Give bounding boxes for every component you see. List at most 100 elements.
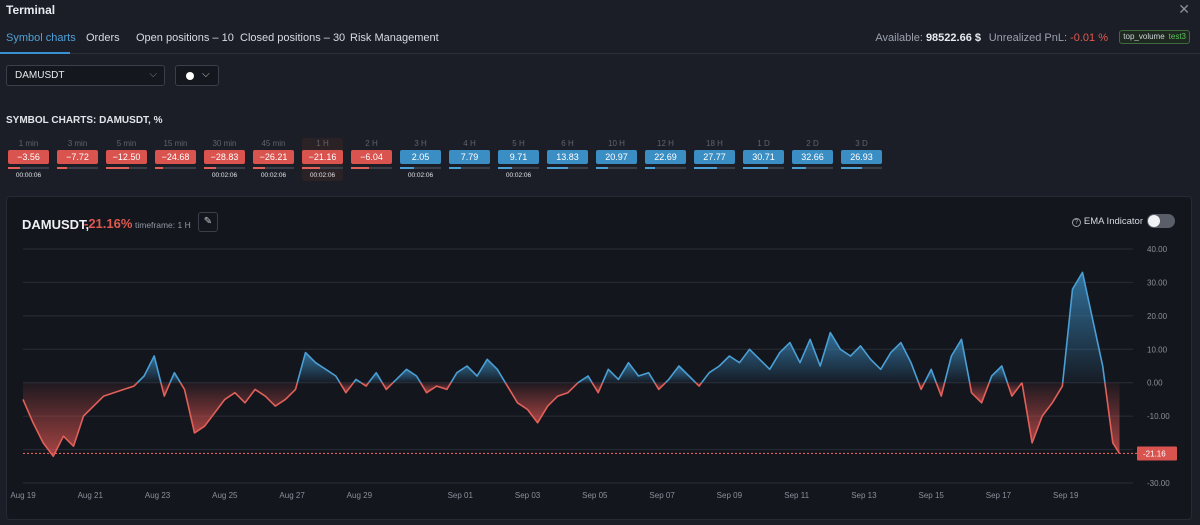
- ema-toggle[interactable]: [1147, 214, 1175, 228]
- chevron-down-icon: ⌵: [149, 69, 157, 80]
- strategy-badge[interactable]: top_volume test3: [1119, 30, 1190, 44]
- x-tick-label: Sep 11: [784, 491, 809, 500]
- ema-label: EMA Indicator: [1083, 216, 1143, 227]
- positive-line: [601, 361, 656, 384]
- timeframe-value: 9.71: [498, 150, 539, 164]
- negative-line: [695, 382, 703, 387]
- timeframe-progress: [694, 167, 735, 169]
- color-picker-button[interactable]: ⌵: [175, 65, 219, 86]
- timeframe-item[interactable]: 18 H 27.77: [694, 138, 735, 181]
- timeframe-progress-fill: [694, 167, 717, 169]
- timeframe-progress-fill: [547, 167, 568, 169]
- timeframe-item[interactable]: 30 min −28.83 00:02:06: [204, 138, 245, 181]
- timeframe-item[interactable]: 3 min −7.72: [57, 138, 98, 181]
- timeframe-progress: [792, 167, 833, 169]
- timeframe-timer: [106, 171, 147, 181]
- available-label: Available:: [875, 32, 923, 44]
- positive-line: [169, 371, 182, 384]
- timeframe-item[interactable]: 3 H 2.05 00:02:06: [400, 138, 441, 181]
- timeframe-item[interactable]: 12 H 22.69: [645, 138, 686, 181]
- positive-area: [450, 359, 506, 383]
- timeframe-value: −12.50: [106, 150, 147, 164]
- close-icon[interactable]: ✕: [1178, 1, 1190, 17]
- help-icon[interactable]: ?: [1071, 218, 1081, 227]
- timeframe-item[interactable]: 10 H 20.97: [596, 138, 637, 181]
- timeframe-item[interactable]: 6 H 13.83: [547, 138, 588, 181]
- timeframe-item[interactable]: 15 min −24.68: [155, 138, 196, 181]
- y-tick-label: 30.00: [1147, 278, 1168, 287]
- timeframe-progress-fill: [645, 167, 656, 169]
- positive-line: [367, 371, 383, 384]
- symbol-select[interactable]: DAMUSDT ⌵: [6, 65, 165, 86]
- tab-risk-management[interactable]: Risk Management: [350, 32, 439, 44]
- x-tick-label: Sep 07: [649, 491, 675, 500]
- pin-icon[interactable]: ✎: [198, 212, 218, 232]
- timeframe-value: 30.71: [743, 150, 784, 164]
- tab-open-positions[interactable]: Open positions – 10: [136, 32, 234, 44]
- x-tick-label: Aug 27: [279, 491, 305, 500]
- timeframe-progress: [204, 167, 245, 169]
- symbol-select-value: DAMUSDT: [15, 70, 65, 81]
- timeframe-progress: [351, 167, 392, 169]
- timeframe-progress: [400, 167, 441, 169]
- timeframe-timer: [449, 171, 490, 181]
- timeframe-timer: 00:02:06: [309, 172, 336, 179]
- positive-line: [1061, 271, 1106, 383]
- window-titlebar: Terminal ✕: [0, 0, 1200, 22]
- timeframe-timer: [743, 171, 784, 181]
- timeframe-timer: [57, 171, 98, 181]
- timeframe-item[interactable]: 5 min −12.50: [106, 138, 147, 181]
- x-tick-label: Sep 17: [986, 491, 1012, 500]
- timeframe-item[interactable]: 5 H 9.71 00:02:06: [498, 138, 539, 181]
- timeframe-progress-fill: [841, 167, 862, 169]
- timeframe-item[interactable]: 1 min −3.56 00:00:06: [8, 138, 49, 181]
- timeframe-item[interactable]: 3 D 26.93: [841, 138, 882, 181]
- timeframe-progress: [645, 167, 686, 169]
- timeframe-label: 5 min: [116, 139, 137, 148]
- timeframe-timer: [694, 171, 735, 181]
- timeframe-item[interactable]: 1 D 30.71: [743, 138, 784, 181]
- timeframe-label: 4 H: [463, 139, 476, 148]
- y-tick-label: 20.00: [1147, 312, 1168, 321]
- timeframe-timer: [596, 171, 637, 181]
- timeframe-timer: 00:00:06: [15, 172, 42, 179]
- badge-text: top_volume: [1123, 32, 1165, 41]
- pnl-value: -0.01 %: [1070, 32, 1108, 44]
- timeframe-item[interactable]: 1 H −21.16 00:02:06: [302, 138, 343, 181]
- tab-closed-positions[interactable]: Closed positions – 30: [240, 32, 346, 44]
- timeframe-item[interactable]: 2 D 32.66: [792, 138, 833, 181]
- timeframe-progress-fill: [792, 167, 807, 169]
- x-tick-label: Aug 29: [347, 491, 373, 500]
- timeframe-timer: 00:02:06: [505, 172, 532, 179]
- timeframe-timer: [351, 171, 392, 181]
- available-value: 98522.66 $: [925, 32, 981, 44]
- timeframe-item[interactable]: 2 H −6.04: [351, 138, 392, 181]
- negative-area: [969, 382, 990, 403]
- timeframe-progress: [253, 167, 294, 169]
- timeframe-label: 6 H: [561, 139, 574, 148]
- y-tick-label: -10.00: [1147, 412, 1170, 421]
- positive-line: [664, 365, 697, 384]
- tab-orders[interactable]: Orders: [86, 32, 120, 44]
- negative-line: [1104, 382, 1121, 454]
- timeframe-progress: [743, 167, 784, 169]
- timeframe-strip: 1 min −3.56 00:00:06 3 min −7.72 5 min −12.50 1…: [0, 138, 1200, 188]
- negative-line: [179, 382, 299, 434]
- timeframe-progress: [155, 167, 196, 169]
- timeframe-label: 2 H: [365, 139, 378, 148]
- ema-indicator: ? EMA Indicator: [1071, 216, 1143, 227]
- pnl-label: Unrealized PnL:: [988, 32, 1068, 44]
- timeframe-item[interactable]: 45 min −26.21 00:02:06: [253, 138, 294, 181]
- timeframe-progress-fill: [400, 167, 415, 169]
- timeframe-timer: [155, 171, 196, 181]
- positive-area: [170, 372, 181, 383]
- section-title: SYMBOL CHARTS: DAMUSDT, %: [6, 115, 163, 126]
- positive-line: [392, 368, 422, 384]
- tab-symbol-charts[interactable]: Symbol charts: [6, 32, 76, 44]
- timeframe-item[interactable]: 4 H 7.79: [449, 138, 490, 181]
- timeframe-label: 30 min: [212, 139, 237, 148]
- negative-area: [505, 382, 578, 423]
- timeframe-progress-fill: [449, 167, 462, 169]
- timeframe-value: −28.83: [204, 150, 245, 164]
- x-tick-label: Sep 05: [582, 491, 608, 500]
